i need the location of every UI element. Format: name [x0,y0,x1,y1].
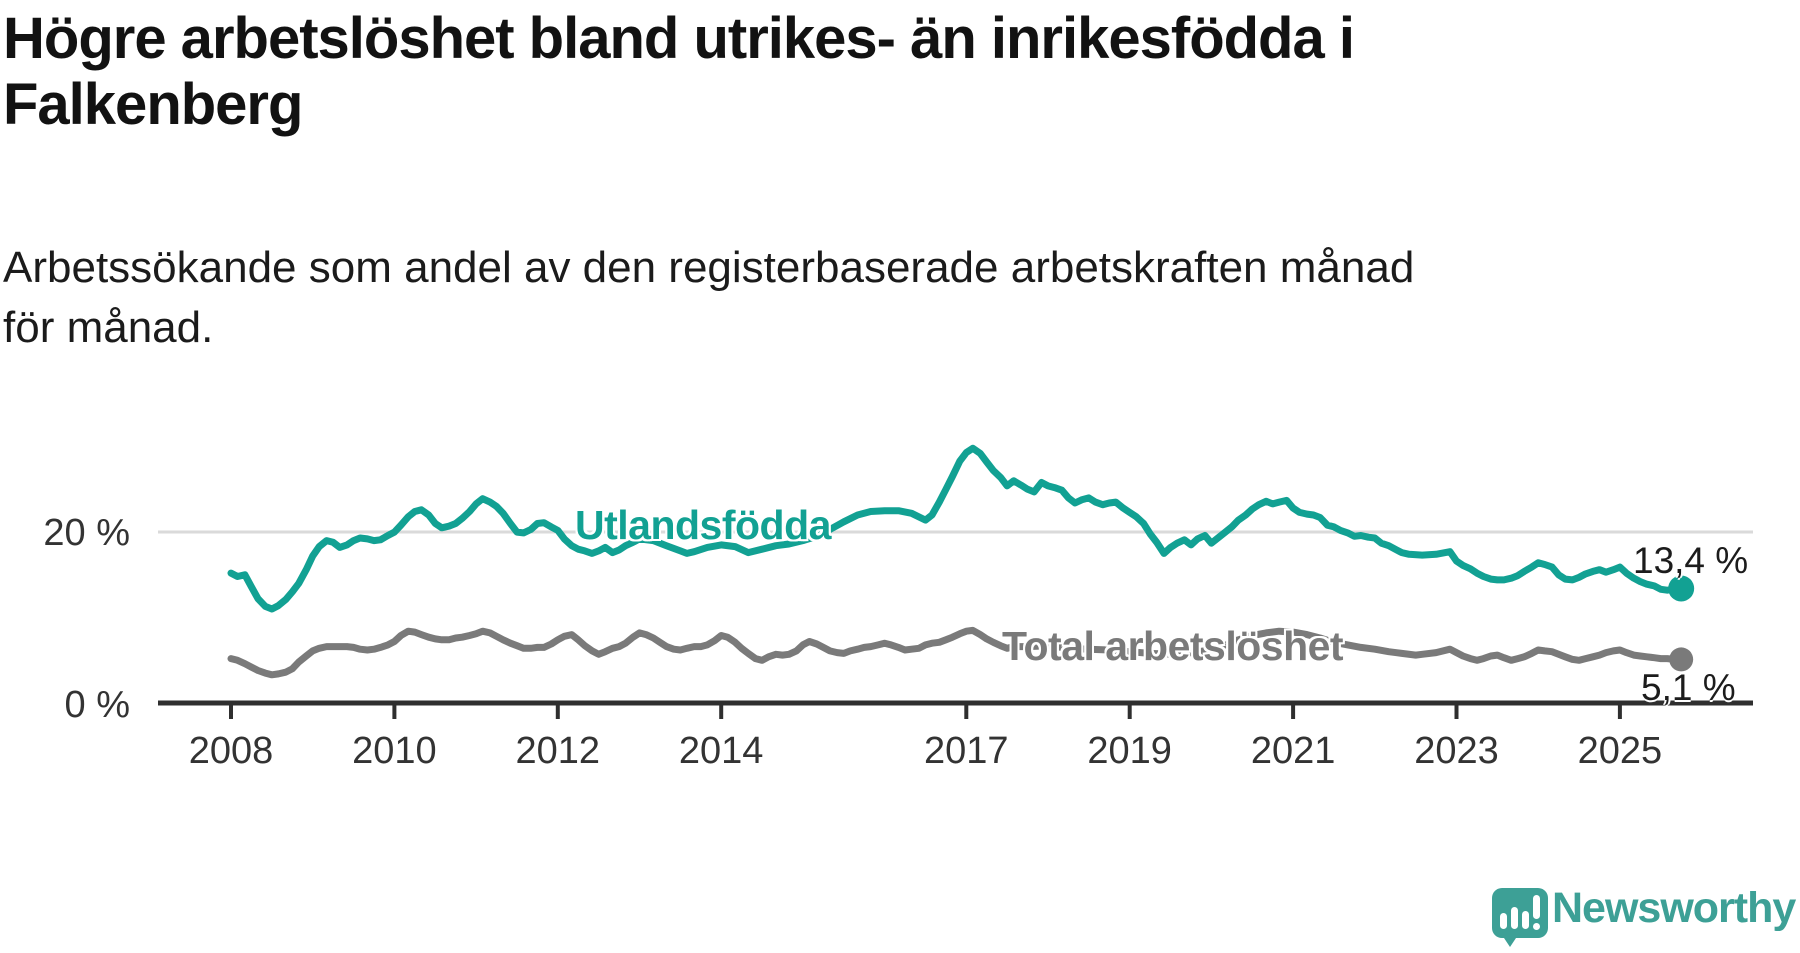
end-value-utlandsfodda: 13,4 % [1633,540,1749,581]
series-label-total-arbetsloshet: Total arbetslöshet [1002,623,1344,669]
newsworthy-logo-icon [1492,888,1548,947]
x-axis-label-2023: 2023 [1414,730,1499,772]
bar-2 [1511,907,1518,929]
series-label-utlandsfodda: Utlandsfödda [575,502,831,548]
chart-subtitle: Arbetssökande som andel av den registerb… [3,243,1415,352]
exclamation-dot [1533,923,1540,930]
end-dot-utlandsfodda [1668,575,1695,602]
x-axis-label-2008: 2008 [188,730,274,772]
bar-1 [1500,913,1507,929]
x-axis-label-2014: 2014 [678,730,764,772]
exclamation-bar [1533,895,1540,919]
x-axis-label-2017: 2017 [924,730,1009,772]
newsworthy-branding: Newsworthy [1488,884,1800,948]
x-axis-label-2012: 2012 [515,730,601,772]
line-total-arbetsloshet [227,626,1685,679]
x-axis-label-2019: 2019 [1087,730,1172,772]
bar-3 [1522,911,1529,929]
y-axis-label-0: 0 % [64,684,130,726]
y-axis-label-20: 20 % [43,512,130,554]
line-utlandsfodda [227,444,1685,613]
end-value-total: 5,1 % [1641,667,1736,708]
x-axis-label-2010: 2010 [352,730,437,772]
page-title: Högre arbetslöshet bland utrikes- än inr… [3,6,1355,138]
x-axis-label-2021: 2021 [1250,730,1336,772]
newsworthy-logo-text: Newsworthy [1552,884,1796,932]
end-dot-total-arbetsloshet [1669,647,1694,672]
x-axis-label-2025: 2025 [1577,730,1663,772]
